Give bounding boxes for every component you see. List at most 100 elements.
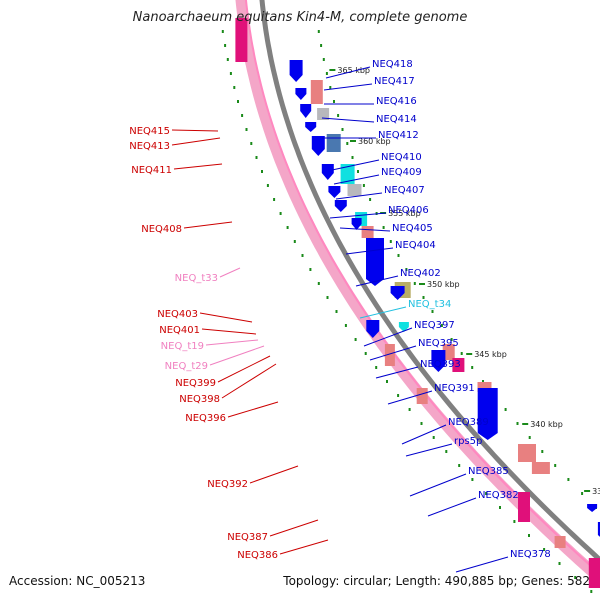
- kbp-tick-label: 345 kbp: [474, 350, 507, 359]
- outer-dot: [320, 44, 323, 47]
- label-leader-line: [173, 163, 223, 170]
- inner-dot: [558, 562, 561, 565]
- gene-label-left: NEQ392: [207, 479, 248, 490]
- outer-dot: [528, 436, 531, 439]
- gene-label-right: NEQ391: [434, 383, 475, 394]
- gene-label-right: NEQ382: [478, 490, 519, 501]
- label-leader-line: [221, 363, 277, 399]
- forward-cds-arrow: [334, 200, 347, 212]
- gene-label-right: NEQ389: [448, 417, 489, 428]
- inner-dot: [471, 478, 474, 481]
- outer-dotted-rings: [221, 30, 597, 593]
- label-leader-line: [171, 129, 219, 132]
- label-leader-line: [455, 556, 509, 573]
- label-leader-line: [339, 227, 391, 232]
- forward-cds-arrow: [431, 350, 446, 372]
- forward-cds-arrow: [300, 104, 312, 118]
- gene-label-left: NEQ387: [227, 532, 268, 543]
- steel-box: [326, 134, 341, 152]
- inner-dot: [229, 72, 232, 75]
- gene-label-right: NEQ409: [381, 167, 422, 178]
- inner-dot: [245, 128, 248, 131]
- outer-dot: [362, 184, 365, 187]
- gene-label-right: NEQ395: [418, 338, 459, 349]
- inner-dot: [445, 450, 448, 453]
- label-leader-line: [171, 137, 221, 146]
- inner-dot: [279, 212, 282, 215]
- pseudo-box: [310, 80, 323, 104]
- topology-text: Topology: circular; Length: 490,885 bp; …: [283, 574, 590, 588]
- inner-dot: [286, 226, 289, 229]
- label-leader-line: [323, 83, 373, 91]
- inner-dot: [420, 422, 423, 425]
- label-leader-line: [201, 328, 257, 335]
- reverse-cds-box: [588, 558, 600, 588]
- kbp-tick-label: 365 kbp: [337, 66, 370, 75]
- label-leader-line: [199, 312, 253, 323]
- inner-dot: [241, 114, 244, 117]
- inner-dot: [344, 324, 347, 327]
- forward-cds-arrow: [351, 218, 362, 230]
- forward-cds-arrow: [321, 164, 334, 180]
- gene-label-right: NEQ404: [395, 240, 436, 251]
- gene-label-left: NEQ403: [157, 309, 198, 320]
- gene-label-right: NEQ414: [376, 114, 417, 125]
- label-leader-line: [333, 174, 380, 185]
- label-leader-line: [331, 159, 380, 171]
- forward-cds-arrow: [328, 186, 341, 198]
- kbp-tick-label: 360 kbp: [358, 137, 391, 146]
- gene-label-left: NEQ415: [129, 126, 170, 137]
- reverse-cds-box: [518, 492, 530, 522]
- kbp-tick-label: 350 kbp: [427, 280, 460, 289]
- inner-dot: [301, 254, 304, 257]
- label-leader-line: [369, 345, 417, 361]
- gene-label-right: rps5p: [454, 436, 482, 447]
- reverse-cds-box: [235, 18, 248, 62]
- forward-cds-arrow: [587, 504, 598, 512]
- label-leader-line: [205, 339, 259, 346]
- label-leader-line: [219, 267, 241, 278]
- inner-dot: [273, 198, 276, 201]
- gene-label-right: NEQ410: [381, 152, 422, 163]
- pseudo-box: [477, 382, 492, 392]
- gene-label-left: NEQ411: [131, 165, 172, 176]
- label-leader-line: [209, 345, 265, 366]
- kbp-ticks: 365 kbp 360 kbp 355 kbp 350 kbp 345 kbp 340 k…: [329, 66, 600, 496]
- inner-dot: [408, 408, 411, 411]
- gene-label-right: NEQ417: [374, 76, 415, 87]
- gene-label-right: NEQ385: [468, 466, 509, 477]
- inner-dot: [458, 464, 461, 467]
- gene-label-left: NEQ408: [141, 224, 182, 235]
- gene-label-left: NEQ_t33: [175, 273, 218, 284]
- gene-label-right: NEQ402: [400, 268, 441, 279]
- label-leader-line: [269, 519, 319, 537]
- gene-label-right: NEQ412: [378, 130, 419, 141]
- outer-dot: [346, 142, 349, 145]
- inner-dot: [317, 282, 320, 285]
- outer-dot: [325, 72, 328, 75]
- gene-label-left: NEQ_t19: [161, 341, 204, 352]
- outer-dot: [581, 492, 584, 495]
- label-leader-line: [401, 424, 447, 445]
- backbone-ring: [259, 0, 600, 564]
- outer-dot: [317, 30, 320, 33]
- gene-label-right: NEQ393: [420, 359, 461, 370]
- inner-dot: [293, 240, 296, 243]
- inner-dot: [255, 156, 258, 159]
- label-leader-line: [387, 390, 433, 405]
- pseudo-box: [442, 344, 455, 360]
- outer-dot: [322, 58, 325, 61]
- inner-dot: [266, 184, 269, 187]
- gene-label-left: NEQ399: [175, 378, 216, 389]
- outer-dot: [554, 464, 557, 467]
- inner-dot: [224, 44, 227, 47]
- inner-dot: [499, 506, 501, 509]
- label-leader-line: [345, 247, 394, 255]
- outer-dot: [460, 352, 463, 355]
- outer-dot: [471, 366, 474, 369]
- gene-label-right: NEQ407: [384, 185, 425, 196]
- outer-dot: [397, 254, 400, 257]
- outer-dot: [329, 86, 332, 89]
- gene-label-right: NEQ397: [414, 320, 455, 331]
- outer-dot: [450, 338, 453, 341]
